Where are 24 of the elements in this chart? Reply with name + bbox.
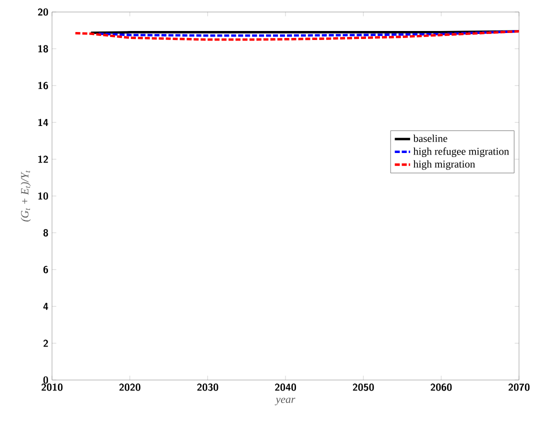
y-tick-label: 12 [38, 156, 48, 163]
y-tick-label: 4 [43, 302, 48, 310]
y-tick-label: 0 [43, 376, 48, 384]
x-axis-title: year [274, 398, 296, 406]
x-tick-label: 2060 [430, 384, 452, 391]
legend-label: high migration [413, 160, 476, 170]
y-tick-label: 10 [38, 192, 48, 200]
x-tick-label: 2010 [41, 384, 63, 391]
legend-label: high refugee migration [413, 147, 509, 158]
y-tick-label: 8 [43, 229, 48, 236]
y-tick-label: 20 [38, 8, 48, 16]
y-tick-label: 6 [43, 266, 48, 274]
x-tick-label: 2050 [352, 384, 374, 391]
x-tick-label: 2040 [274, 384, 296, 391]
line-series [74, 30, 520, 41]
y-tick-label: 18 [38, 45, 48, 52]
x-tick-label: 2030 [197, 384, 218, 391]
x-tick-label: 2020 [119, 384, 140, 391]
y-axis-title: (G$_{t}$ + E$_{t}$)/Y$_{t}$ [20, 170, 31, 222]
y-tick-label: 16 [38, 82, 48, 90]
y-tick-label: 14 [38, 118, 48, 126]
x-tick-label: 2070 [508, 384, 530, 391]
y-tick-label: 2 [43, 340, 48, 347]
legend-label: baseline [413, 134, 448, 142]
